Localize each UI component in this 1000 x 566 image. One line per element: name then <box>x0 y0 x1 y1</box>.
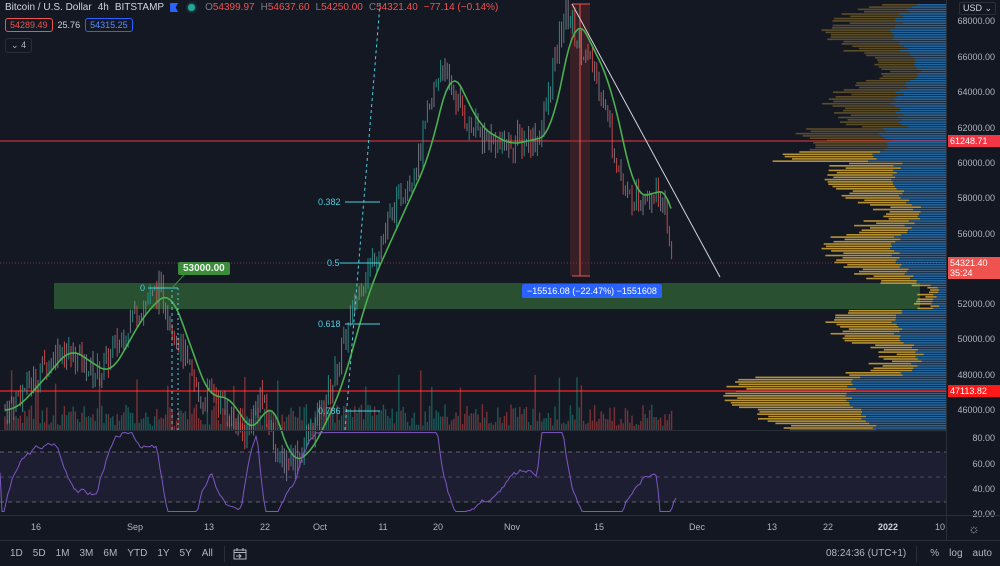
price-chart-pane[interactable]: Bitcoin / U.S. Dollar 4h BITSTAMP O54399… <box>0 0 946 515</box>
measure-label[interactable]: −15516.08 (−22.47%) −1551608 <box>522 284 662 298</box>
time-tick: 15 <box>593 522 605 532</box>
time-tick: Oct <box>312 522 328 532</box>
price-tick: 58000.00 <box>957 193 995 203</box>
percent-scale-button[interactable]: % <box>930 548 940 559</box>
price-tick: 68000.00 <box>957 16 995 26</box>
volume-profile <box>723 4 946 432</box>
downtrend-line[interactable] <box>571 3 721 278</box>
time-tick: 10 <box>934 522 945 532</box>
price-tick: 46000.00 <box>957 405 995 415</box>
fib-label-05: 0.5 <box>327 258 340 268</box>
price-tick: 64000.00 <box>957 87 995 97</box>
price-tick: 66000.00 <box>957 52 995 62</box>
spread-value: 25.76 <box>57 20 81 30</box>
time-tick: 13 <box>203 522 215 532</box>
price-note-label[interactable]: 53000.00 <box>178 262 230 275</box>
range-1m-button[interactable]: 1M <box>55 548 70 559</box>
gear-icon: ☼ <box>968 521 980 536</box>
time-tick: 22 <box>822 522 834 532</box>
range-1d-button[interactable]: 1D <box>10 548 23 559</box>
fib-label-0618: 0.618 <box>318 319 341 329</box>
price-tick: 56000.00 <box>957 229 995 239</box>
bid-ask-row: 54289.49 25.76 54315.25 <box>5 18 133 32</box>
price-tick: 52000.00 <box>957 299 995 309</box>
support-price-tag: 47113.82 <box>948 385 1000 397</box>
flag-icon[interactable] <box>170 3 179 12</box>
chart-settings-button[interactable]: ☼ <box>946 515 1000 541</box>
price-tick: 62000.00 <box>957 123 995 133</box>
time-tick: 2022 <box>877 522 899 532</box>
open-value: 54399.97 <box>212 2 255 13</box>
time-tick: Nov <box>503 522 521 532</box>
time-tick: 13 <box>766 522 778 532</box>
clock-timezone[interactable]: 08:24:36 (UTC+1) <box>825 548 907 559</box>
price-tick: 48000.00 <box>957 370 995 380</box>
current-price-tag: 54321.40 35:24 <box>948 257 1000 279</box>
symbol-title[interactable]: Bitcoin / U.S. Dollar <box>5 2 92 13</box>
change-value: −77.14 (−0.14%) <box>423 2 499 13</box>
moving-average-line <box>4 27 672 460</box>
time-axis[interactable]: 16 Sep 13 22 Oct 11 20 Nov 15 Dec 13 22 … <box>0 515 946 541</box>
range-6m-button[interactable]: 6M <box>103 548 118 559</box>
time-tick: 16 <box>30 522 42 532</box>
fib-label-0786: 0.786 <box>318 406 341 416</box>
range-5d-button[interactable]: 5D <box>32 548 46 559</box>
rsi-tick: 20.00 <box>972 509 995 519</box>
bar-countdown: 35:24 <box>950 268 973 278</box>
bottom-toolbar: 1D 5D 1M 3M 6M YTD 1Y 5Y All 08:24:36 (U… <box>0 540 1000 566</box>
range-3m-button[interactable]: 3M <box>79 548 94 559</box>
rsi-tick: 60.00 <box>972 459 995 469</box>
market-open-icon <box>188 4 196 11</box>
price-tick: 60000.00 <box>957 158 995 168</box>
price-axis[interactable]: USD ⌄ 68000.00 66000.00 64000.00 62000.0… <box>946 0 1000 519</box>
time-tick: 20 <box>432 522 444 532</box>
close-value: 54321.40 <box>376 2 418 13</box>
low-value: 54250.00 <box>321 2 363 13</box>
indicators-toggle-button[interactable]: ⌄ 4 <box>5 38 33 53</box>
time-tick: Dec <box>688 522 706 532</box>
range-1y-button[interactable]: 1Y <box>157 548 170 559</box>
goto-date-icon[interactable] <box>233 547 247 560</box>
time-tick: 22 <box>259 522 271 532</box>
sell-price-button[interactable]: 54289.49 <box>5 18 53 32</box>
chart-canvas[interactable] <box>0 0 946 515</box>
price-tick: 50000.00 <box>957 334 995 344</box>
auto-scale-button[interactable]: auto <box>972 548 992 559</box>
exchange: BITSTAMP <box>114 2 165 13</box>
rsi-tick: 80.00 <box>972 433 995 443</box>
rsi-tick: 40.00 <box>972 484 995 494</box>
range-all-button[interactable]: All <box>201 548 213 559</box>
high-value: 54637.60 <box>267 2 310 13</box>
time-tick: 11 <box>378 522 388 532</box>
range-ytd-button[interactable]: YTD <box>127 548 148 559</box>
fib-label-0: 0 <box>140 283 146 293</box>
pane-divider[interactable] <box>0 430 1000 431</box>
buy-price-button[interactable]: 54315.25 <box>85 18 133 32</box>
range-5y-button[interactable]: 5Y <box>179 548 192 559</box>
time-tick: Sep <box>126 522 144 532</box>
chevron-down-icon: ⌄ <box>11 40 19 50</box>
symbol-legend: Bitcoin / U.S. Dollar 4h BITSTAMP O54399… <box>5 2 499 13</box>
fib-trend-line[interactable] <box>344 3 381 431</box>
volume-bars <box>4 370 673 430</box>
log-scale-button[interactable]: log <box>949 548 963 559</box>
currency-button[interactable]: USD ⌄ <box>959 2 997 15</box>
fib-label-0382: 0.382 <box>318 197 341 207</box>
interval[interactable]: 4h <box>97 2 109 13</box>
resistance-price-tag: 61248.71 <box>948 135 1000 147</box>
support-zone[interactable] <box>54 283 920 309</box>
